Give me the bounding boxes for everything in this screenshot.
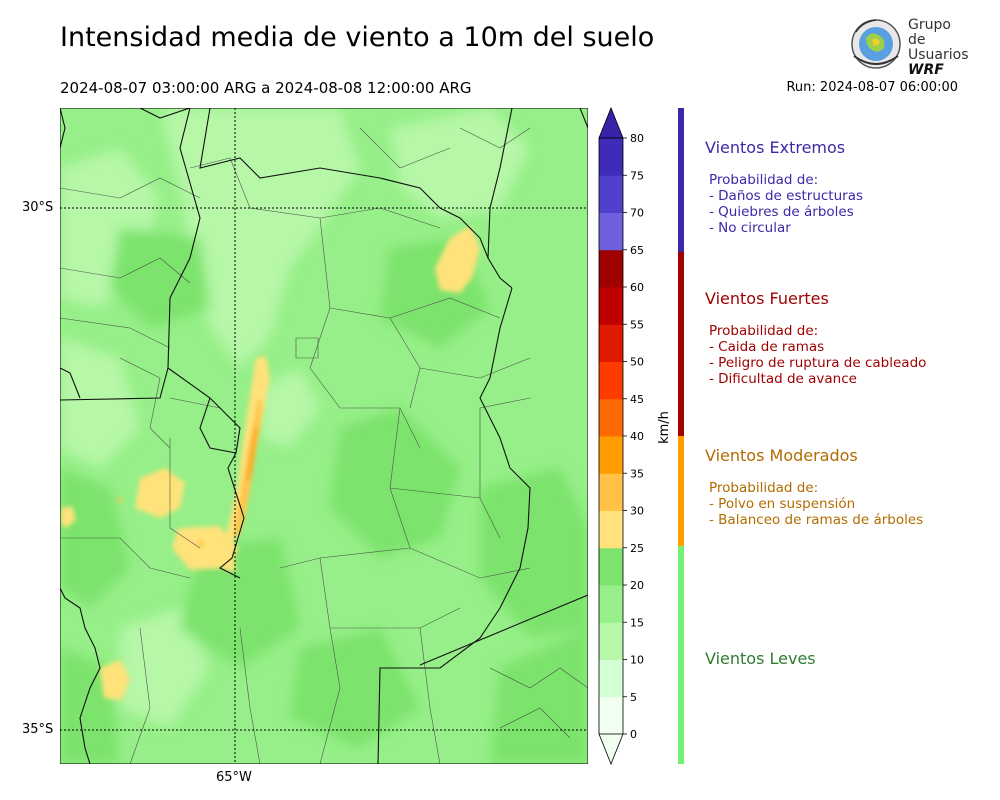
colorbar-min-extension <box>598 733 624 766</box>
category-description-line: - Peligro de ruptura de cableado <box>709 355 927 371</box>
colorbar-tick-label: 5 <box>630 691 637 704</box>
wind-intensity-map <box>60 108 588 764</box>
colorbar-segment <box>599 585 623 623</box>
colorbar-segments <box>598 106 624 766</box>
category-title: Vientos Moderados <box>705 446 858 465</box>
colorbar-unit-label: km/h <box>656 411 672 444</box>
lat-label-30s: 30°S <box>22 200 54 215</box>
forecast-period: 2024-08-07 03:00:00 ARG a 2024-08-08 12:… <box>60 79 472 97</box>
logo-line-1: Grupo de <box>908 17 951 48</box>
logo-line-2: Usuarios <box>908 47 969 63</box>
category-description: Probabilidad de: - Polvo en suspensión - B… <box>709 480 923 528</box>
colorbar-segment <box>599 361 623 400</box>
wind-field-contours <box>60 108 588 764</box>
category-description-line: Probabilidad de: <box>709 172 819 188</box>
grupo-usuarios-wrf-logo: Grupo de Usuarios WRF <box>848 16 969 78</box>
colorbar-tick-label: 55 <box>630 318 644 331</box>
colorbar-segment <box>599 547 623 586</box>
category-description-line: - Quiebres de árboles <box>709 204 854 220</box>
colorbar-tick-label: 80 <box>630 132 644 145</box>
colorbar-segment <box>599 398 623 437</box>
colorbar-tick-label: 70 <box>630 207 644 220</box>
category-color-bar <box>678 252 684 436</box>
wind-speed-colorbar: 0 5 10 15 20 25 30 35 40 45 50 55 60 65 70 75 80 <box>598 106 644 766</box>
map-title: Intensidad media de viento a 10m del sue… <box>60 22 655 53</box>
run-time: Run: 2024-08-07 06:00:00 <box>786 80 958 95</box>
category-description-line: Probabilidad de: <box>709 480 819 496</box>
stronger-wind-ridge <box>117 400 262 547</box>
colorbar-tick-label: 40 <box>630 430 644 443</box>
lat-label-35s: 35°S <box>22 722 54 737</box>
category-color-bar <box>678 436 684 546</box>
colorbar-segment <box>599 436 623 474</box>
province-borders <box>60 108 588 764</box>
category-description-line: - Daños de estructuras <box>709 188 864 204</box>
category-description-line: - Dificultad de avance <box>709 371 857 387</box>
colorbar-segment <box>599 287 623 325</box>
category-description-line: - No circular <box>709 220 791 236</box>
category-description-line: - Caida de ramas <box>709 339 825 355</box>
colorbar-tick-label: 75 <box>630 169 644 182</box>
colorbar-segment <box>599 659 623 698</box>
colorbar-segment <box>599 510 623 549</box>
category-description-line: - Balanceo de ramas de árboles <box>709 512 924 528</box>
colorbar-tick-label: 25 <box>630 542 644 555</box>
colorbar-tick-label: 65 <box>630 244 644 257</box>
colorbar-segment <box>599 175 623 213</box>
category-color-bar <box>678 108 684 252</box>
colorbar-segment <box>599 249 623 288</box>
category-title: Vientos Extremos <box>705 138 846 157</box>
colorbar-ticks: 0 5 10 15 20 25 30 35 40 45 50 55 60 65 70 75 80 <box>623 132 644 741</box>
colorbar-tick-label: 15 <box>630 616 644 629</box>
colorbar-tick-label: 35 <box>630 467 644 480</box>
graticule <box>60 108 588 764</box>
colorbar-tick-label: 20 <box>630 579 644 592</box>
category-description-line: Probabilidad de: <box>709 323 819 339</box>
department-borders <box>60 127 588 764</box>
colorbar-segment <box>599 324 623 362</box>
colorbar-tick-label: 30 <box>630 505 644 518</box>
colorbar-tick-label: 50 <box>630 356 644 369</box>
colorbar-tick-label: 60 <box>630 281 644 294</box>
category-description-line: - Polvo en suspensión <box>709 496 856 512</box>
colorbar-segment <box>599 212 623 251</box>
colorbar-tick-label: 45 <box>630 393 644 406</box>
logo-line-3: WRF <box>908 62 944 78</box>
globe-logo-icon <box>851 19 901 69</box>
colorbar-segment <box>599 696 623 735</box>
category-title: Vientos Fuertes <box>705 289 829 308</box>
lon-label-65w: 65°W <box>216 770 252 785</box>
category-description: Probabilidad de: - Daños de estructuras - … <box>709 172 863 236</box>
category-color-bar <box>678 546 684 764</box>
colorbar-tick-label: 10 <box>630 654 644 667</box>
colorbar-segment <box>599 473 623 511</box>
colorbar-segment <box>599 622 623 660</box>
colorbar-max-extension <box>598 106 624 139</box>
category-title: Vientos Leves <box>705 649 816 668</box>
colorbar-segment <box>599 138 623 176</box>
category-description: Probabilidad de: - Caida de ramas - Peligr… <box>709 323 926 387</box>
colorbar-tick-label: 0 <box>630 728 637 741</box>
